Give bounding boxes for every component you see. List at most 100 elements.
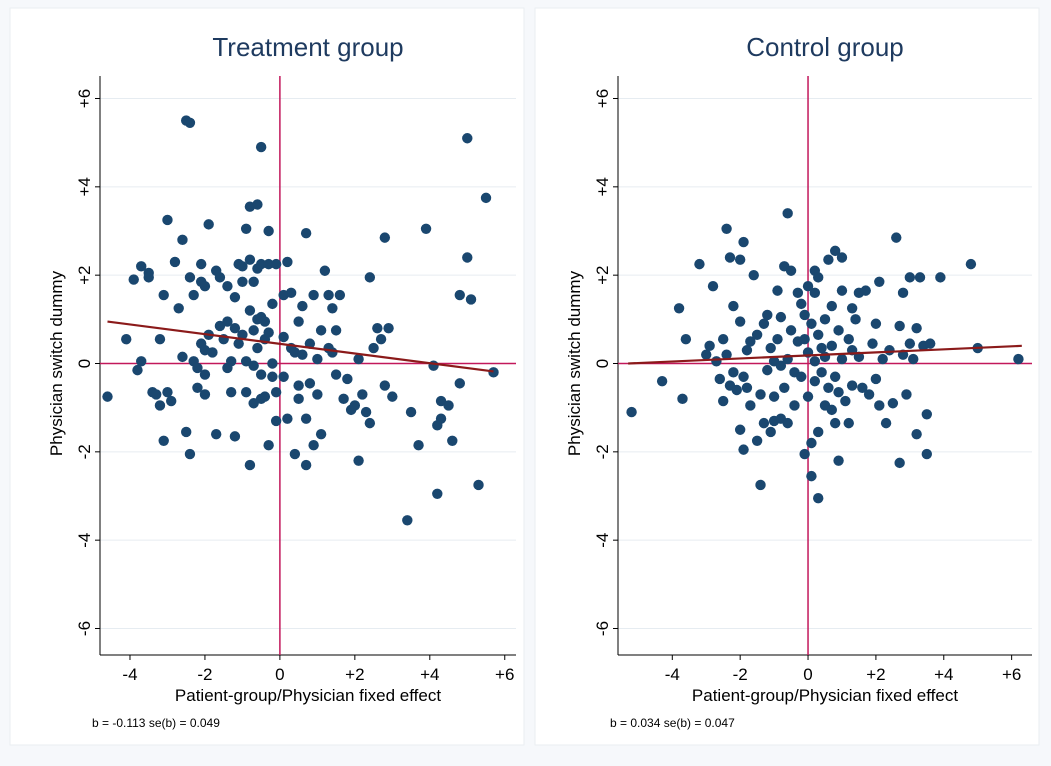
scatter-point	[237, 261, 248, 272]
scatter-point	[724, 252, 736, 263]
scatter-point	[717, 334, 729, 345]
scatter-point	[721, 349, 732, 360]
scatter-point	[819, 351, 831, 363]
scatter-point	[203, 219, 214, 230]
scatter-point	[728, 367, 739, 378]
scatter-point	[244, 459, 256, 471]
x-tick-label: -4	[122, 665, 137, 684]
chart-title: Control group	[746, 32, 904, 62]
x-tick-label: +2	[345, 665, 364, 684]
scatter-point	[734, 424, 746, 435]
scatter-point	[177, 351, 188, 363]
scatter-point	[180, 426, 192, 438]
y-tick-label: +4	[593, 177, 612, 196]
scatter-point	[863, 389, 875, 400]
scatter-point	[775, 360, 787, 371]
scatter-point	[237, 276, 248, 287]
scatter-point	[353, 353, 364, 365]
scatter-point	[809, 356, 821, 367]
scatter-point	[334, 289, 346, 301]
scatter-point	[731, 384, 742, 396]
scatter-point	[823, 254, 834, 265]
scatter-point	[772, 334, 783, 345]
scatter-point	[252, 342, 263, 354]
scatter-point	[293, 380, 304, 391]
scatter-point	[308, 440, 319, 451]
scatter-point	[289, 448, 301, 460]
scatter-point	[734, 316, 746, 327]
scatter-point	[199, 369, 211, 380]
y-tick-label: -4	[75, 533, 94, 548]
scatter-point	[270, 387, 282, 398]
scatter-point	[372, 322, 383, 334]
x-tick-label: +6	[495, 665, 514, 684]
scatter-point	[465, 294, 477, 305]
y-axis-label: Physician switch dummy	[47, 270, 66, 456]
scatter-point	[293, 316, 304, 327]
scatter-point	[799, 334, 810, 345]
scatter-point	[300, 459, 312, 471]
scatter-point	[870, 318, 882, 329]
scatter-point	[244, 305, 256, 316]
y-tick-label: -6	[593, 621, 612, 636]
scatter-point	[222, 316, 233, 327]
scatter-point	[741, 345, 753, 356]
scatter-point	[184, 117, 196, 128]
scatter-point	[323, 289, 334, 301]
scatter-point	[263, 225, 274, 237]
scatter-point	[836, 285, 848, 296]
scatter-point	[304, 338, 316, 349]
scatter-point	[293, 393, 304, 405]
scatter-point	[758, 318, 770, 329]
scatter-point	[833, 455, 844, 466]
scatter-point	[745, 336, 756, 347]
scatter-point	[813, 493, 824, 504]
scatter-point	[816, 367, 827, 378]
scatter-point	[728, 300, 739, 312]
scatter-point	[402, 515, 413, 526]
scatter-point	[447, 435, 458, 446]
scatter-point	[843, 417, 854, 429]
scatter-point	[765, 342, 776, 354]
scatter-point	[734, 254, 746, 265]
scatter-point	[297, 300, 308, 312]
scatter-point	[860, 285, 871, 296]
scatter-point	[136, 261, 147, 272]
scatter-point	[300, 228, 312, 239]
scatter-point	[758, 417, 770, 429]
x-tick-label: +6	[1002, 665, 1021, 684]
scatter-point	[799, 309, 810, 321]
scatter-point	[836, 252, 848, 263]
scatter-point	[799, 448, 810, 460]
scatter-point	[132, 364, 143, 376]
scatter-point	[772, 285, 783, 296]
scatter-point	[383, 322, 394, 334]
scatter-point	[364, 417, 376, 429]
scatter-point	[184, 448, 196, 460]
chart-title: Treatment group	[212, 32, 403, 62]
scatter-point	[184, 272, 196, 283]
scatter-point	[240, 223, 252, 234]
scatter-point	[435, 395, 447, 407]
scatter-point	[935, 272, 946, 283]
scatter-point	[738, 371, 749, 382]
scatter-point	[908, 353, 919, 365]
y-tick-label: 0	[593, 359, 612, 368]
x-axis-label: Patient-group/Physician fixed effect	[692, 686, 958, 705]
scatter-point	[420, 223, 432, 234]
scatter-point	[826, 300, 837, 312]
scatter-point	[244, 254, 256, 265]
scatter-point	[225, 387, 237, 398]
y-tick-label: +6	[593, 89, 612, 108]
scatter-point	[199, 281, 211, 292]
scatter-point	[304, 378, 316, 389]
scatter-point	[833, 387, 844, 398]
scatter-point	[166, 395, 177, 407]
scatter-point	[270, 415, 282, 427]
scatter-point	[904, 338, 916, 349]
scatter-point	[965, 258, 977, 270]
panel-background	[9, 7, 525, 746]
scatter-point	[214, 272, 226, 283]
